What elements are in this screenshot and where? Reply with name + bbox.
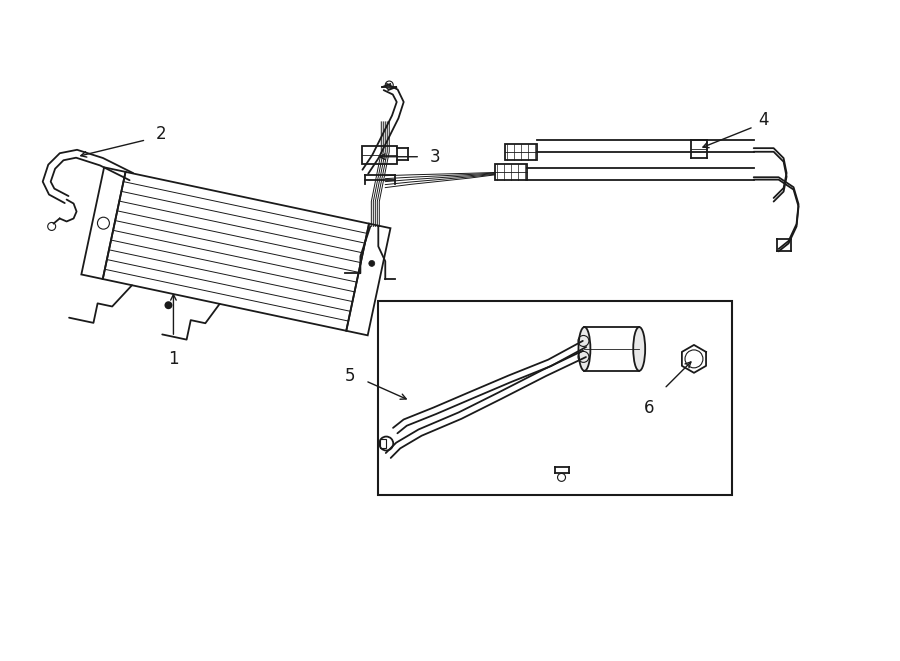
Text: 2: 2 bbox=[157, 125, 166, 143]
Text: 6: 6 bbox=[644, 399, 654, 416]
Bar bbox=[378, 301, 732, 495]
Circle shape bbox=[165, 301, 173, 309]
Text: 1: 1 bbox=[168, 350, 179, 368]
Bar bbox=[363, 146, 397, 164]
Bar bbox=[495, 164, 526, 180]
Text: 3: 3 bbox=[430, 147, 441, 166]
Ellipse shape bbox=[634, 327, 645, 371]
Bar bbox=[381, 439, 386, 448]
Bar bbox=[584, 327, 639, 371]
Text: 5: 5 bbox=[345, 367, 356, 385]
Circle shape bbox=[369, 260, 374, 266]
Ellipse shape bbox=[579, 327, 590, 371]
Bar bbox=[505, 144, 536, 160]
Text: 4: 4 bbox=[759, 111, 769, 129]
